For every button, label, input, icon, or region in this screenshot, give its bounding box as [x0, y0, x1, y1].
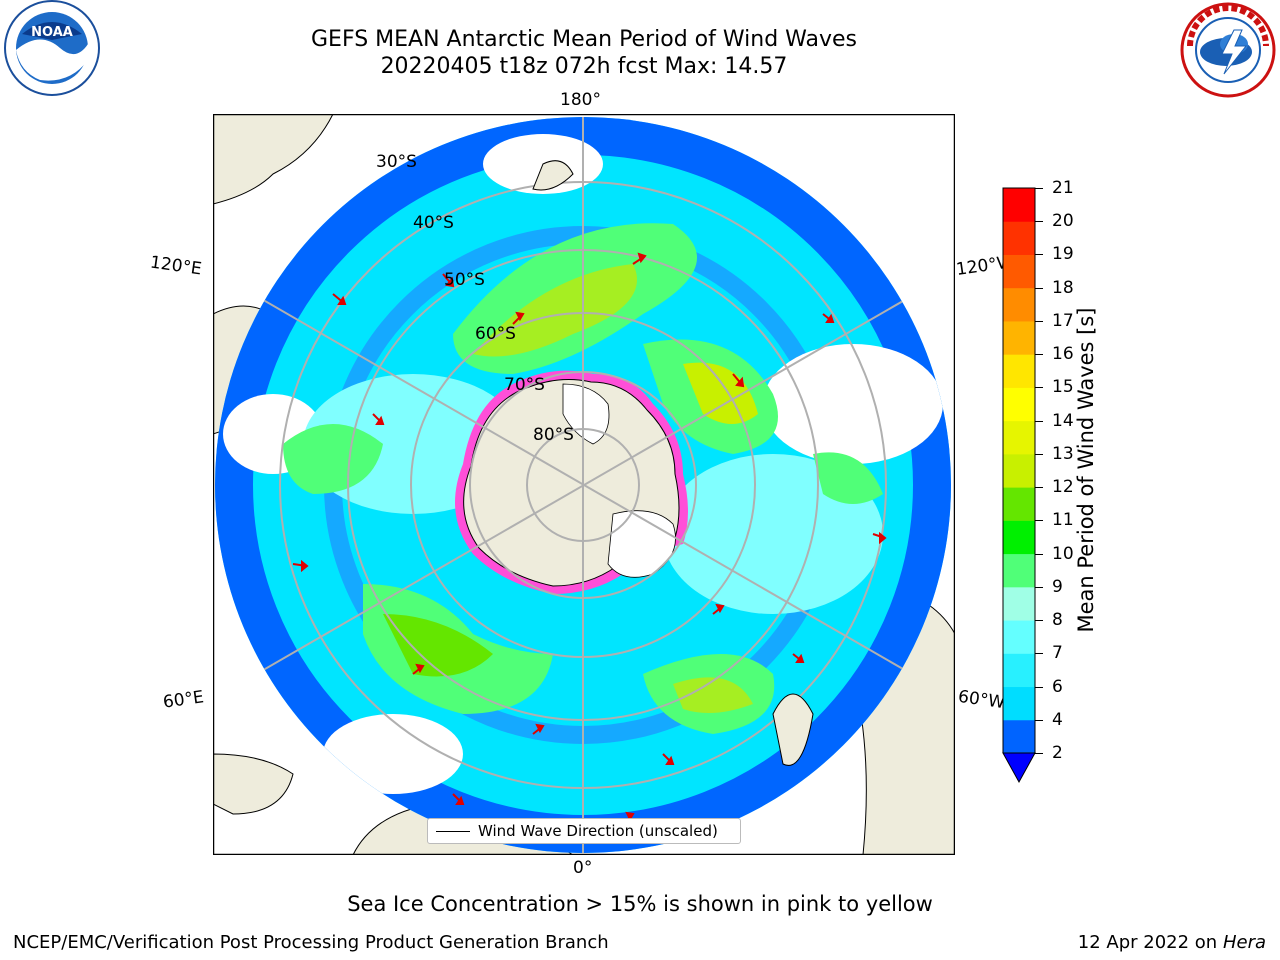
colorbar-segment [1003, 487, 1035, 521]
colorbar-tick-label: 15 [1052, 377, 1074, 398]
colorbar-tick-label: 18 [1052, 277, 1074, 298]
lat-label-40s: 40°S [413, 213, 454, 233]
colorbar-segment [1003, 387, 1035, 422]
wind-arrows [292, 252, 887, 825]
colorbar-tick-mark [1035, 420, 1043, 422]
colorbar-segment [1003, 287, 1035, 322]
colorbar-tick-label: 20 [1052, 211, 1074, 232]
colorbar-segment [1003, 686, 1035, 721]
colorbar-segment [1003, 586, 1035, 621]
colorbar-tick-mark [1035, 653, 1043, 655]
colorbar-tick-mark [1035, 287, 1043, 289]
colorbar-tick-label: 6 [1052, 676, 1063, 697]
colorbar-tick-label: 21 [1052, 178, 1074, 198]
colorbar-tick-label: 13 [1052, 443, 1074, 464]
sea-ice-note: Sea Ice Concentration > 15% is shown in … [347, 892, 933, 916]
map-legend: Wind Wave Direction (unscaled) [427, 818, 741, 844]
colorbar-segment [1003, 420, 1035, 455]
colorbar-segment [1003, 221, 1035, 255]
lat-label-80s: 80°S [533, 425, 574, 445]
colorbar-segment [1003, 354, 1035, 388]
footer-machine: Hera [1222, 932, 1266, 953]
colorbar-tick-mark [1035, 520, 1043, 522]
colorbar-tick-label: 2 [1052, 743, 1063, 763]
colorbar-segment [1003, 620, 1035, 654]
colorbar-tick-mark [1035, 620, 1043, 622]
colorbar-tick-mark [1035, 586, 1043, 588]
colorbar-segment [1003, 719, 1035, 754]
colorbar-tick-label: 9 [1052, 576, 1063, 597]
colorbar-tick-mark [1035, 254, 1043, 256]
colorbar-tick-mark [1035, 188, 1043, 189]
colorbar-tick-mark [1035, 387, 1043, 389]
map-frame [213, 114, 955, 855]
footer-right: 12 Apr 2022 on Hera [1078, 932, 1266, 954]
land-falklands [772, 693, 814, 766]
svg-text:NOAA: NOAA [31, 25, 73, 40]
chart-title: GEFS MEAN Antarctic Mean Period of Wind … [311, 27, 857, 52]
colorbar-tick-mark [1035, 487, 1043, 489]
footer-left: NCEP/EMC/Verification Post Processing Pr… [13, 932, 609, 953]
colorbar-tick-label: 12 [1052, 477, 1074, 498]
lat-label-50s: 50°S [444, 270, 485, 290]
colorbar [1002, 187, 1036, 784]
colorbar-tick-mark [1035, 686, 1043, 688]
legend-line-swatch [436, 831, 470, 832]
lon-label-180: 180° [560, 90, 601, 110]
land-corner-nw [213, 114, 334, 205]
colorbar-tick-label: 19 [1052, 244, 1074, 265]
colorbar-tick-label: 17 [1052, 310, 1074, 331]
polar-map [213, 114, 955, 855]
lat-label-70s: 70°S [504, 375, 545, 395]
lat-label-60s: 60°S [475, 324, 516, 344]
legend-label: Wind Wave Direction (unscaled) [478, 822, 718, 840]
colorbar-segment [1003, 188, 1035, 222]
lon-label-60e: 60°E [161, 687, 206, 713]
noaa-logo: NOAA [4, 0, 100, 96]
colorbar-tick-label: 16 [1052, 344, 1074, 365]
colorbar-outline [1002, 187, 1036, 754]
colorbar-segment [1003, 520, 1035, 555]
colorbar-tick-label: 11 [1052, 510, 1074, 531]
colorbar-tick-mark [1035, 753, 1043, 754]
colorbar-tick-mark [1035, 719, 1043, 721]
colorbar-label: Mean Period of Wind Waves [s] [1074, 307, 1098, 633]
colorbar-tick-mark [1035, 354, 1043, 356]
lon-label-0: 0° [573, 858, 593, 878]
colorbar-tick-mark [1035, 320, 1043, 322]
colorbar-segment [1003, 653, 1035, 688]
colorbar-tick-label: 4 [1052, 709, 1063, 730]
colorbar-segment [1003, 254, 1035, 289]
nws-logo [1180, 2, 1276, 98]
colorbar-tick-label: 7 [1052, 643, 1063, 664]
chart-subtitle: 20220405 t18z 072h fcst Max: 14.57 [380, 54, 788, 79]
colorbar-segment [1003, 320, 1035, 355]
colorbar-extend-arrow [1002, 752, 1036, 784]
lon-label-120e: 120°E [148, 252, 203, 280]
colorbar-tick-mark [1035, 553, 1043, 555]
lon-label-60w: 60°W [956, 686, 1007, 714]
land-new-zealand [532, 160, 574, 191]
colorbar-tick-mark [1035, 221, 1043, 223]
colorbar-tick-label: 10 [1052, 543, 1074, 564]
land-madagascar-edge [213, 753, 294, 815]
colorbar-segment [1003, 553, 1035, 588]
colorbar-tick-label: 14 [1052, 410, 1074, 431]
colorbar-segment [1003, 453, 1035, 488]
colorbar-tick-label: 8 [1052, 610, 1063, 631]
lat-label-30s: 30°S [376, 152, 417, 172]
footer-date: 12 Apr 2022 on [1077, 932, 1223, 953]
colorbar-tick-mark [1035, 453, 1043, 455]
